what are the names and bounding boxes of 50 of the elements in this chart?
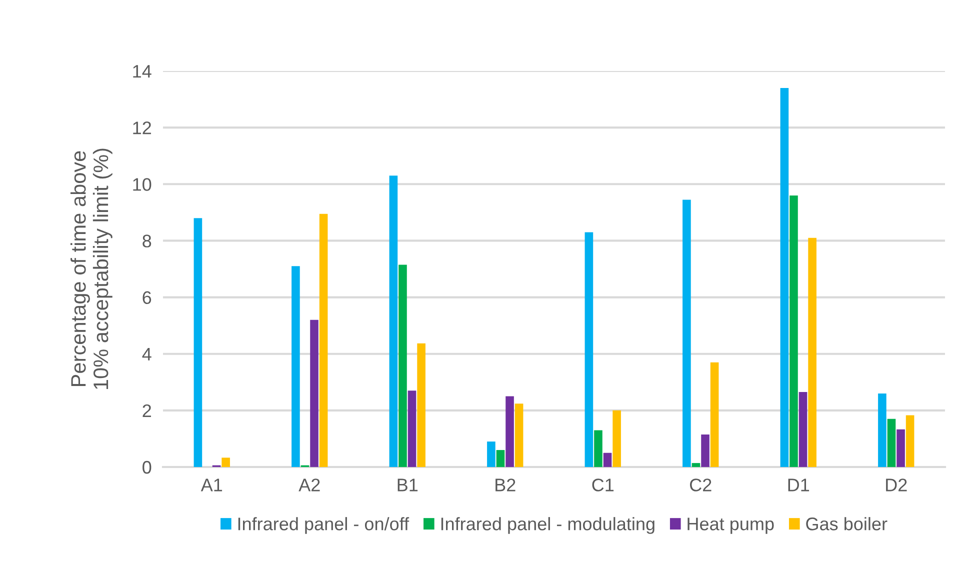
bar [682, 200, 691, 467]
legend-label: Infrared panel - modulating [441, 517, 654, 534]
x-tick-label: A1 [200, 478, 222, 492]
bar [496, 450, 505, 467]
bar [808, 238, 816, 467]
bar [408, 390, 416, 467]
bar [710, 362, 719, 467]
x-tick-label: B2 [496, 478, 516, 492]
bar [798, 392, 808, 467]
bar [780, 88, 789, 467]
bar [594, 430, 602, 467]
bar [896, 429, 905, 467]
bar [514, 404, 524, 467]
y-tick-label: 4 [142, 348, 152, 360]
bar [222, 458, 230, 467]
x-tick-label: A2 [298, 478, 320, 492]
bar [487, 442, 496, 467]
bar [319, 214, 328, 467]
x-tick-label: D2 [886, 478, 907, 492]
x-tick-label: D1 [788, 478, 810, 492]
y-tick-label: 12 [133, 122, 151, 134]
x-tick-label: C2 [690, 478, 712, 492]
y-axis-title: Percentage of time above 10% acceptability limit (%) [70, 148, 112, 389]
y-tick-label: 10 [133, 178, 152, 191]
bar [417, 343, 426, 467]
bar [692, 463, 700, 467]
bar [612, 410, 621, 467]
bar [878, 393, 886, 467]
y-tick-label: 14 [133, 65, 152, 78]
bar [389, 176, 398, 467]
bar [398, 264, 407, 467]
legend-label: Gas boiler [806, 517, 888, 530]
bar [584, 232, 594, 467]
x-tick-label: B1 [398, 478, 418, 492]
y-tick-label: 2 [142, 404, 151, 417]
bar [194, 218, 202, 467]
legend-label: Heat pump [688, 518, 774, 534]
y-tick-label: 8 [142, 234, 152, 248]
bar [603, 452, 612, 467]
y-tick-label: 6 [142, 291, 152, 304]
bar [292, 266, 300, 467]
bar [887, 418, 896, 467]
bar [310, 320, 318, 467]
x-tick-label: C1 [592, 478, 614, 492]
bar [701, 434, 710, 467]
bar [906, 415, 914, 467]
y-tick-label: 0 [142, 460, 152, 474]
bar [506, 396, 514, 467]
legend-label: Infrared panel - on/off [238, 517, 410, 534]
bar [790, 195, 798, 467]
